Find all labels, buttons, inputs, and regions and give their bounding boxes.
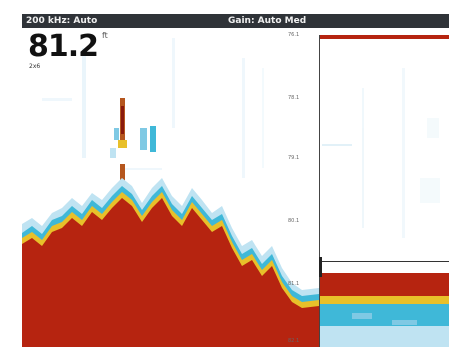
bottom-lock-zoom-window[interactable] xyxy=(319,35,449,347)
depth-unit: ft xyxy=(102,31,108,40)
bottom-red-mass xyxy=(22,198,319,347)
depth-readout: 81.2 xyxy=(28,29,99,64)
sonar-history-graphic xyxy=(22,35,449,347)
gain-label: Gain: Auto Med xyxy=(228,16,307,26)
fish-targets xyxy=(110,98,156,186)
zoom-range-marker[interactable] xyxy=(319,257,322,277)
depth-scale-label: 81.1 xyxy=(288,281,300,287)
zoom-bottom-cyan xyxy=(319,304,449,329)
zoom-bottom-yellow xyxy=(319,296,449,306)
frequency-label: 200 kHz: Auto xyxy=(26,16,98,26)
zoom-top-edge xyxy=(320,35,449,39)
water-column-noise xyxy=(42,38,264,178)
zoom-bottom-light xyxy=(319,326,449,347)
depth-scale-label: 82.1 xyxy=(288,338,300,344)
depth-scale-label: 80.1 xyxy=(288,218,300,224)
depth-scale-label: 79.1 xyxy=(288,155,300,161)
zoom-noise xyxy=(322,68,440,238)
status-bar: 200 kHz: Auto Gain: Auto Med xyxy=(22,14,449,28)
sonar-display[interactable]: 81.2 ft 2x6 76.1 78.1 79.1 80.1 81.1 82.… xyxy=(22,28,449,347)
depth-scale-label: 76.1 xyxy=(288,32,300,38)
zoom-factor-readout: 2x6 xyxy=(29,63,41,70)
depth-scale-label: 78.1 xyxy=(288,95,300,101)
zoom-divider-line xyxy=(320,261,449,262)
